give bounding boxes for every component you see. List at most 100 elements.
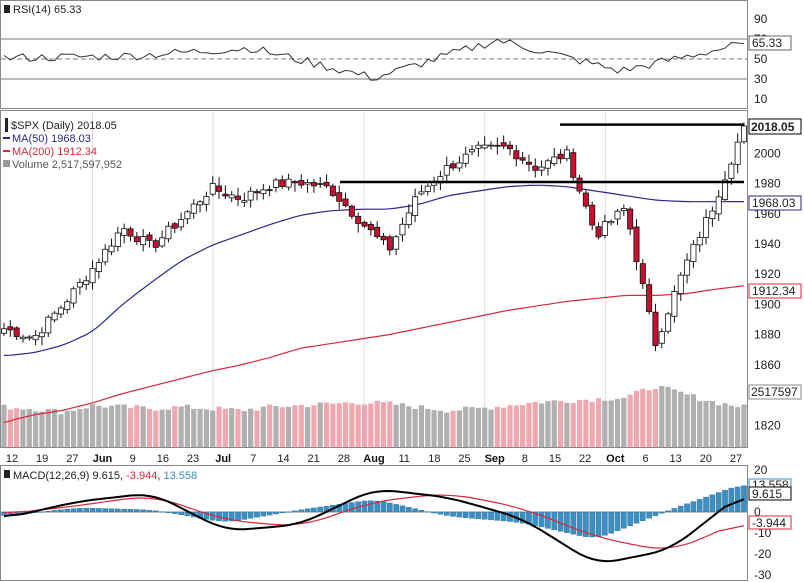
macd-hist-bar bbox=[450, 511, 456, 517]
candle-down bbox=[7, 326, 14, 331]
candle-down bbox=[355, 215, 362, 224]
candle-down bbox=[127, 228, 134, 237]
candle-up bbox=[83, 280, 90, 285]
volume-bar bbox=[437, 410, 444, 447]
volume-bar bbox=[684, 394, 690, 447]
candle-down bbox=[266, 189, 273, 192]
price-tick-label: 1940 bbox=[754, 237, 781, 251]
macd-hist-bar bbox=[608, 511, 614, 534]
x-axis-label: Oct bbox=[606, 453, 625, 465]
candle-down bbox=[513, 150, 520, 160]
candle-up bbox=[475, 144, 482, 149]
volume-bar bbox=[412, 408, 418, 447]
candle-up bbox=[405, 212, 412, 226]
macd-legend: MACD(12,26,9) 9.615, -3.944, 13.558 bbox=[4, 470, 197, 482]
candle-up bbox=[462, 153, 469, 164]
macd-hist-bar bbox=[456, 511, 463, 518]
price-tick-label: 1820 bbox=[754, 418, 781, 432]
volume-bar bbox=[469, 407, 475, 447]
candle-down bbox=[348, 205, 355, 217]
macd-hist-bar bbox=[500, 511, 507, 522]
candle-down bbox=[298, 180, 305, 186]
macd-hist-bar bbox=[602, 511, 608, 536]
macd-hist-bar bbox=[134, 509, 140, 513]
candle-up bbox=[614, 210, 621, 220]
macd-hist-bar bbox=[652, 511, 659, 516]
macd-hist-bar bbox=[399, 505, 406, 513]
candle-up bbox=[418, 191, 425, 195]
macd-hist-value: 13.558 bbox=[163, 470, 197, 482]
macd-hist-bar bbox=[646, 511, 652, 519]
volume-bar bbox=[191, 408, 197, 447]
volume-bar bbox=[355, 404, 361, 447]
macd-hist-bar bbox=[178, 511, 184, 516]
macd-hist-bar bbox=[494, 511, 501, 521]
ma50-label: MA(50) 1968.03 bbox=[12, 133, 91, 145]
price-tick-label: 1900 bbox=[754, 297, 781, 311]
candle-down bbox=[525, 161, 532, 165]
candle-down bbox=[646, 284, 653, 313]
macd-hist-bar bbox=[152, 510, 159, 513]
macd-hist-bar bbox=[734, 486, 741, 513]
macd-hist-bar bbox=[285, 511, 292, 513]
ma200-value-tag: 1912.34 bbox=[752, 284, 796, 298]
candle-down bbox=[570, 152, 577, 178]
candle-up bbox=[304, 182, 311, 185]
macd-hist-bar bbox=[380, 501, 387, 513]
macd-hist-bar bbox=[412, 508, 418, 513]
candle-down bbox=[519, 157, 526, 161]
volume-bar bbox=[646, 390, 652, 447]
candle-down bbox=[133, 236, 140, 243]
volume-bar bbox=[146, 408, 153, 447]
macd-hist-bar bbox=[235, 511, 241, 521]
candle-down bbox=[342, 198, 349, 207]
volume-bar bbox=[70, 410, 77, 447]
candle-up bbox=[488, 144, 495, 147]
volume-bar bbox=[77, 409, 83, 447]
candle-up bbox=[26, 336, 33, 339]
x-axis-label: 21 bbox=[308, 453, 320, 465]
macd-hist-bar bbox=[298, 509, 305, 513]
price-tick-label: 1920 bbox=[754, 267, 781, 281]
rsi-panel bbox=[0, 0, 748, 109]
macd-hist-bar bbox=[121, 508, 127, 513]
macd-hist-bar bbox=[140, 509, 146, 513]
candle-up bbox=[95, 262, 102, 272]
volume-bar bbox=[235, 408, 241, 447]
macd-hist-bar bbox=[481, 511, 488, 520]
macd-hist-bar bbox=[475, 511, 482, 519]
candle-down bbox=[627, 208, 634, 230]
price-tick-label: 1880 bbox=[754, 328, 781, 342]
macd-hist-bar bbox=[532, 511, 539, 526]
volume-bar bbox=[583, 399, 589, 447]
x-axis-label: Aug bbox=[363, 453, 384, 465]
volume-bar bbox=[279, 407, 285, 447]
x-axis-label: 6 bbox=[642, 453, 648, 465]
macd-hist-bar bbox=[336, 504, 343, 513]
volume-bar bbox=[127, 408, 134, 447]
macd-hist-bar bbox=[583, 511, 589, 537]
volume-label: Volume 2,517,597,952 bbox=[12, 159, 122, 171]
volume-bar bbox=[380, 402, 387, 447]
ma50-line bbox=[3, 184, 744, 357]
macd-hist-bar bbox=[570, 511, 577, 535]
macd-hist-bar bbox=[260, 511, 267, 517]
rsi-tick-label: 90 bbox=[754, 12, 768, 26]
macd-hist-bar bbox=[58, 509, 64, 513]
candle-up bbox=[443, 165, 450, 176]
x-axis-label: 15 bbox=[549, 453, 561, 465]
volume-bar bbox=[602, 400, 608, 447]
volume-bar bbox=[387, 401, 393, 447]
volume-bar bbox=[589, 401, 595, 447]
volume-bar bbox=[254, 410, 260, 447]
macd-hist-bar bbox=[241, 511, 248, 520]
volume-bar bbox=[513, 405, 519, 447]
ma50-value-tag: 1968.03 bbox=[752, 196, 796, 210]
volume-bar bbox=[20, 409, 26, 447]
candle-up bbox=[469, 149, 476, 153]
volume-bar bbox=[614, 398, 621, 447]
rsi-tick-label: 30 bbox=[754, 72, 768, 86]
macd-hist-bar bbox=[418, 509, 425, 513]
candle-up bbox=[140, 236, 147, 246]
volume-bar bbox=[621, 397, 627, 447]
